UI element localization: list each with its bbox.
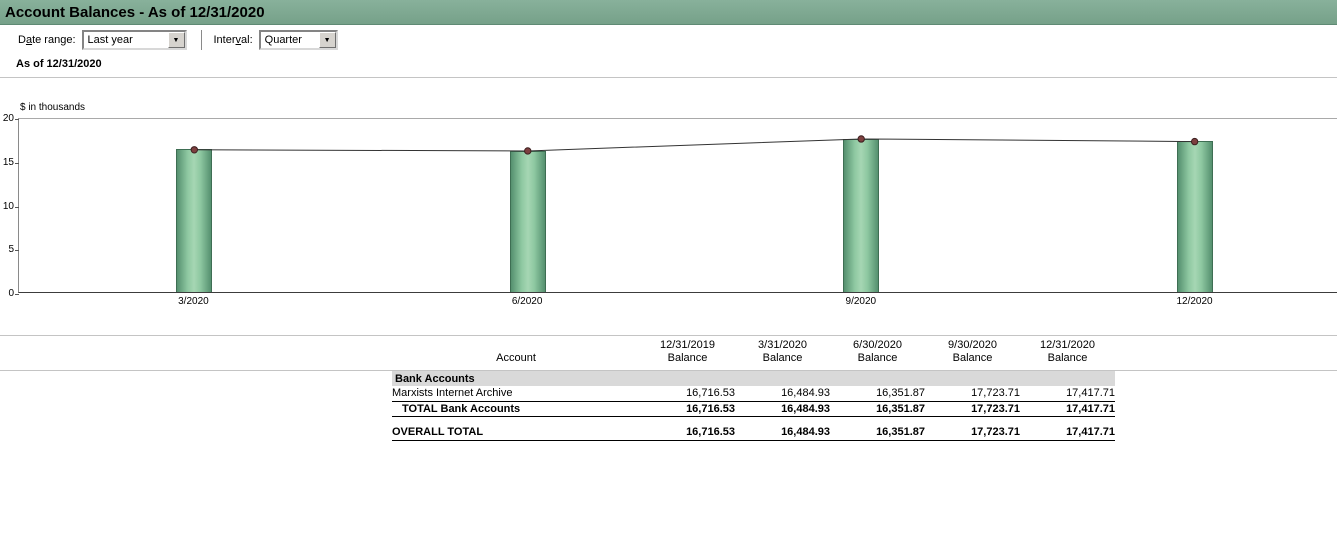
y-tick-mark <box>15 162 19 164</box>
page-title: Account Balances - As of 12/31/2020 <box>5 3 265 21</box>
y-tick-mark <box>15 206 19 208</box>
y-tick-label: 5 <box>8 244 14 256</box>
chart-bar <box>843 138 880 292</box>
report-subtitle: As of 12/31/2020 <box>16 58 102 70</box>
report-title-bar: Account Balances - As of 12/31/2020 <box>0 0 1337 25</box>
balance-value: 16,351.87 <box>876 387 925 400</box>
section-total-row: TOTAL Bank Accounts 16,716.53 16,484.93 16,… <box>392 400 1115 417</box>
chart-x-axis: 3/2020 6/2020 9/2020 12/2020 <box>18 293 1337 309</box>
balance-value: 17,417.71 <box>1020 425 1115 441</box>
y-tick-label: 0 <box>8 288 14 299</box>
chevron-down-icon[interactable]: ▼ <box>318 32 336 48</box>
chart-bar <box>509 150 546 292</box>
y-tick-mark <box>15 250 19 252</box>
chevron-down-icon[interactable]: ▼ <box>167 32 185 48</box>
chart-unit-label: $ in thousands <box>20 102 86 113</box>
section-name: Bank Accounts <box>392 371 1115 386</box>
y-tick-label: 20 <box>2 113 14 124</box>
table-top-separator <box>0 335 1337 336</box>
balance-value: 17,417.71 <box>1066 387 1115 400</box>
balance-column-header: 3/31/2020 Balance <box>758 339 807 364</box>
spacer-row <box>392 416 1115 425</box>
interval-label: Interval: <box>213 34 253 46</box>
balance-value: 16,716.53 <box>686 387 735 400</box>
table-header-separator <box>0 370 1337 371</box>
balance-value: 17,723.71 <box>925 400 1020 417</box>
date-range-value: Last year <box>87 34 133 46</box>
chart-y-axis: 0 5 10 15 20 <box>1 114 19 299</box>
balance-value: 16,351.87 <box>830 400 925 417</box>
date-range-label: Date range: <box>18 34 76 46</box>
balance-value: 17,417.71 <box>1020 400 1115 417</box>
balance-column-header: 6/30/2020 Balance <box>853 339 902 364</box>
account-name: TOTAL Bank Accounts <box>392 400 640 417</box>
balance-value: 16,484.93 <box>735 425 830 441</box>
balance-value: 17,723.71 <box>971 387 1020 400</box>
x-axis-label: 12/2020 <box>1176 296 1213 307</box>
balance-value: 17,723.71 <box>925 425 1020 441</box>
account-column-header: Account <box>496 352 536 364</box>
chart-plot-area: 0 5 10 15 20 <box>3 114 1337 299</box>
balance-value: 16,351.87 <box>830 425 925 441</box>
overall-total-row: OVERALL TOTAL 16,716.53 16,484.93 16,351.87… <box>392 425 1115 441</box>
chart-bar <box>1176 141 1213 292</box>
balances-table: Bank Accounts Marxists Internet Archive 16… <box>392 371 1115 441</box>
balance-chart: $ in thousands 0 5 10 15 20 3/2020 6/2020 9/20… <box>0 102 1337 309</box>
section-header-row: Bank Accounts <box>392 371 1115 386</box>
controls-divider <box>200 30 202 50</box>
chart-bar <box>176 149 213 292</box>
y-tick-mark <box>15 294 19 295</box>
header-separator <box>0 77 1337 78</box>
interval-select[interactable]: Quarter ▼ <box>258 30 338 50</box>
chart-line-overlay <box>190 135 1199 155</box>
balance-column-header: 12/31/2019 Balance <box>659 339 716 364</box>
balance-value: 16,484.93 <box>735 400 830 417</box>
interval-value: Quarter <box>264 34 302 46</box>
balances-table-header: Account 12/31/2019 Balance 3/31/2020 Balance… <box>392 336 1115 370</box>
table-header-row: Account 12/31/2019 Balance 3/31/2020 Balance… <box>392 336 1115 370</box>
y-tick-label: 15 <box>2 156 14 168</box>
table-row: Marxists Internet Archive 16,716.53 16,484… <box>392 386 1115 401</box>
balance-value: 16,716.53 <box>640 400 735 417</box>
balance-column-header: 9/30/2020 Balance <box>948 339 997 364</box>
controls-bar: Date range: Last year ▼ Interval: Quarte… <box>0 25 1337 55</box>
account-balances-report: Account Balances - As of 12/31/2020 Date… <box>0 0 1337 441</box>
date-range-select[interactable]: Last year ▼ <box>81 30 187 50</box>
y-tick-mark <box>15 119 19 120</box>
y-tick-label: 10 <box>2 200 14 212</box>
balance-value: 16,716.53 <box>640 425 735 441</box>
balance-value: 16,484.93 <box>781 387 830 400</box>
balance-column-header: 12/31/2020 Balance <box>1039 339 1096 364</box>
account-name: Marxists Internet Archive <box>392 387 513 400</box>
balances-table-section: Account 12/31/2019 Balance 3/31/2020 Balance… <box>0 335 1337 441</box>
x-axis-label: 9/2020 <box>845 296 877 307</box>
x-axis-label: 6/2020 <box>511 296 543 307</box>
account-name: OVERALL TOTAL <box>392 425 640 441</box>
x-axis-label: 3/2020 <box>178 296 209 307</box>
